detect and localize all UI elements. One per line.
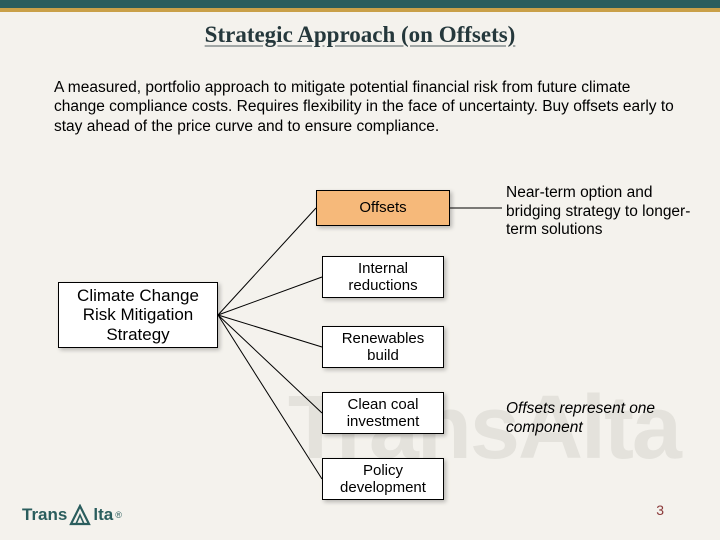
- node-policy-label: Policydevelopment: [340, 462, 426, 497]
- node-root-label: Climate ChangeRisk MitigationStrategy: [77, 286, 199, 345]
- annotation-one-component-text: Offsets represent one component: [506, 400, 655, 436]
- node-internal-label: Internalreductions: [348, 260, 417, 295]
- annotation-near-term: Near-term option and bridging strategy t…: [506, 184, 696, 240]
- node-renewables-label: Renewablesbuild: [342, 330, 425, 365]
- logo-text-right: lta: [93, 505, 113, 525]
- intro-paragraph: A measured, portfolio approach to mitiga…: [54, 78, 674, 136]
- node-offsets: Offsets: [316, 190, 450, 226]
- annotation-near-term-text: Near-term option and bridging strategy t…: [506, 184, 690, 238]
- node-offsets-label: Offsets: [359, 199, 406, 216]
- node-cleancoal: Clean coalinvestment: [322, 392, 444, 434]
- node-internal: Internalreductions: [322, 256, 444, 298]
- node-renewables: Renewablesbuild: [322, 326, 444, 368]
- node-policy: Policydevelopment: [322, 458, 444, 500]
- header-strip: [0, 0, 720, 8]
- strategy-diagram: Climate ChangeRisk MitigationStrategy Of…: [0, 170, 720, 540]
- page-title: Strategic Approach (on Offsets): [0, 22, 720, 48]
- node-cleancoal-label: Clean coalinvestment: [347, 396, 420, 431]
- node-root: Climate ChangeRisk MitigationStrategy: [58, 282, 218, 348]
- brand-logo: Trans lta ®: [22, 502, 122, 528]
- logo-triangle-icon: [69, 504, 91, 526]
- logo-registered-icon: ®: [115, 510, 122, 520]
- logo-text-left: Trans: [22, 505, 67, 525]
- annotation-one-component: Offsets represent one component: [506, 400, 686, 437]
- page-number: 3: [656, 502, 664, 518]
